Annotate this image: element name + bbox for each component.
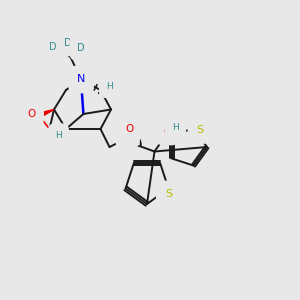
Polygon shape (38, 110, 54, 118)
Text: N: N (77, 74, 85, 85)
Text: H: H (172, 123, 179, 132)
Text: H: H (55, 130, 62, 140)
Text: O: O (163, 127, 172, 137)
Text: O: O (27, 109, 36, 119)
Text: O: O (125, 124, 134, 134)
Text: S: S (196, 125, 204, 135)
Text: H: H (106, 82, 113, 91)
Text: S: S (165, 190, 172, 200)
Text: O: O (123, 130, 132, 140)
Text: D: D (64, 38, 71, 49)
Text: D: D (77, 43, 85, 53)
Text: D: D (49, 41, 56, 52)
